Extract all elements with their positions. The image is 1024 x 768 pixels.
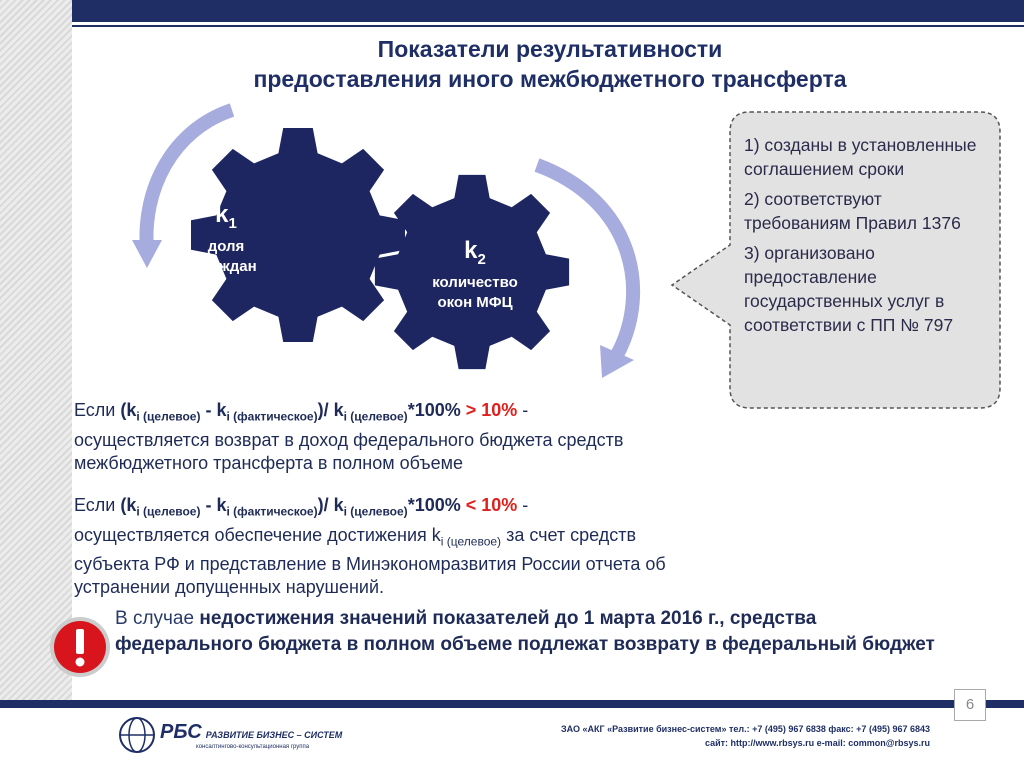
arrowhead — [132, 240, 162, 268]
rule-lead: Если — [74, 400, 121, 420]
title-line: Показатели результативности — [377, 36, 723, 62]
page-number: 6 — [954, 689, 986, 721]
rule-text: осуществляется обеспечение достижения ki… — [74, 524, 714, 600]
rule-text-part: i (целевое) — [440, 534, 502, 549]
formula-part: i (целевое) — [136, 409, 201, 424]
gear-label: количество — [432, 273, 518, 291]
gear-text: k2 количество окон МФЦ — [415, 238, 535, 313]
gear-symbol: k — [464, 237, 478, 264]
gear-index: 2 — [477, 250, 486, 268]
formula-part: (k — [120, 495, 137, 515]
condition: 1) созданы в установленные соглашением с… — [744, 135, 977, 179]
gear — [191, 128, 405, 342]
warning-text: В случае недостижения значений показател… — [115, 606, 945, 658]
threshold: > 10% — [465, 400, 518, 420]
formula-part: i (целевое) — [136, 504, 201, 519]
contacts: ЗАО «АКГ «Развитие бизнес-систем» тел.: … — [560, 722, 930, 750]
formula-part: )/ k — [317, 400, 344, 420]
side-strip — [0, 0, 72, 700]
rule: Если (ki (целевое) - ki (фактическое))/ … — [74, 494, 714, 599]
formula-part: i (фактическое) — [226, 504, 318, 519]
rule-text-part: осуществляется обеспечение достижения k — [74, 524, 441, 545]
title: Показатели результативности предоставлен… — [140, 34, 960, 94]
callout — [670, 111, 1001, 409]
rule-line: Если (ki (целевое) - ki (фактическое))/ … — [74, 399, 714, 429]
warning-icon — [50, 617, 110, 677]
threshold: < 10% — [465, 495, 518, 515]
formula: (ki (целевое) - ki (фактическое))/ ki (ц… — [120, 495, 466, 519]
tagline: консалтингово-консультационная группа — [196, 743, 310, 750]
rule-tail: - — [517, 495, 529, 515]
logo-globe — [119, 717, 155, 753]
arrow — [534, 158, 641, 359]
formula-part: (k — [120, 400, 137, 420]
formula-part: *100% — [407, 400, 466, 420]
conditions: 1) созданы в установленные соглашением с… — [744, 133, 984, 343]
warning-emphasis: недостижения значений показателей до 1 м… — [115, 608, 935, 655]
rule-text-part: за счет средств субъекта РФ и представле… — [74, 524, 666, 598]
formula-part: - k — [200, 495, 227, 515]
callout-shape — [670, 111, 1001, 409]
title-line: предоставления иного межбюджетного транс… — [253, 66, 847, 92]
top-line — [72, 25, 1024, 27]
formula-part: *100% — [407, 495, 466, 515]
gear-label: доля — [207, 237, 245, 255]
gear-text: k1 доля граждан — [176, 202, 276, 277]
formula-part: i (целевое) — [343, 409, 408, 424]
logo: РБС РАЗВИТИЕ БИЗНЕС – СИСТЕМ консалтингов… — [118, 716, 342, 754]
formula-part: i (фактическое) — [226, 409, 318, 424]
rule: Если (ki (целевое) - ki (фактическое))/ … — [74, 399, 714, 475]
formula: (ki (целевое) - ki (фактическое))/ ki (ц… — [120, 400, 466, 424]
contact-line: ЗАО «АКГ «Развитие бизнес-систем» тел.: … — [560, 724, 930, 734]
formula-part: - k — [200, 400, 227, 420]
condition: 2) соответствуют требованиям Правил 1376 — [744, 189, 961, 233]
gear-label: граждан — [195, 257, 257, 275]
rule-tail: - — [517, 400, 529, 420]
logo-text: РБС — [160, 720, 202, 743]
rule-text: осуществляется возврат в доход федеральн… — [74, 429, 714, 475]
gear — [374, 174, 570, 370]
rule-text-part: осуществляется возврат в доход федеральн… — [74, 429, 624, 473]
rule-lead: Если — [74, 495, 121, 515]
contact-line: сайт: http://www.rbsys.ru e-mail: common… — [704, 738, 930, 748]
warning-prefix: В случае — [115, 608, 200, 629]
gear-symbol: k — [215, 201, 229, 228]
gear-index: 1 — [228, 214, 237, 232]
formula-part: i (целевое) — [343, 504, 408, 519]
formula-part: )/ k — [317, 495, 344, 515]
gears-diagram — [132, 103, 641, 378]
gear-label: окон МФЦ — [437, 293, 513, 311]
rule-line: Если (ki (целевое) - ki (фактическое))/ … — [74, 494, 714, 524]
arrow — [139, 103, 235, 251]
bottom-bar — [0, 700, 1024, 708]
condition: 3) организовано предоставление государст… — [744, 243, 954, 335]
top-bar — [72, 0, 1024, 22]
arrowhead — [600, 345, 634, 378]
company: РАЗВИТИЕ БИЗНЕС – СИСТЕМ — [205, 729, 343, 740]
